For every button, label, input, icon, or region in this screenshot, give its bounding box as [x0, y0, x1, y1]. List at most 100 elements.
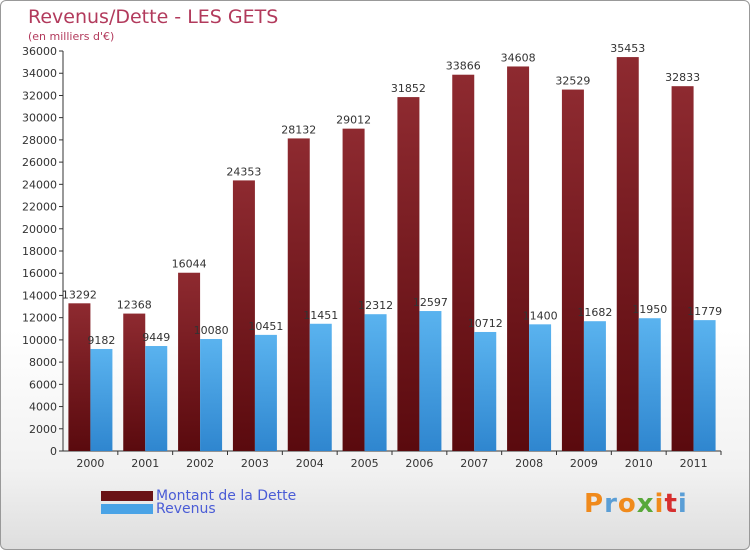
- data-label: 28132: [281, 123, 316, 136]
- logo-letter: i: [677, 489, 688, 519]
- data-label: 12368: [117, 299, 152, 312]
- data-label: 34608: [501, 51, 536, 64]
- y-tick-label: 22000: [22, 201, 57, 214]
- bar-dette: [452, 74, 475, 451]
- y-tick-label: 30000: [22, 112, 57, 125]
- x-tick-label: 2003: [241, 457, 269, 470]
- y-tick-label: 26000: [22, 156, 57, 169]
- y-tick-label: 12000: [22, 312, 57, 325]
- axes: 0 2000 4000 6000 8000 10000 12000 14000 16000 180…: [22, 45, 722, 470]
- x-tick-label: 2005: [351, 457, 379, 470]
- chart-title: Revenus/Dette - LES GETS: [28, 6, 279, 28]
- data-label: 11400: [523, 309, 558, 322]
- bar-dette: [616, 57, 639, 451]
- y-tick-label: 10000: [22, 334, 57, 347]
- bar-dette: [178, 272, 201, 451]
- bar-revenus: [638, 318, 661, 451]
- y-tick-label: 20000: [22, 223, 57, 236]
- data-label: 10080: [194, 324, 229, 337]
- bar-dette: [671, 86, 694, 451]
- x-tick-label: 2004: [296, 457, 324, 470]
- y-tick-label: 28000: [22, 134, 57, 147]
- logo-letter: i: [654, 489, 665, 519]
- proxiti-logo: Proxiti: [584, 489, 688, 519]
- y-tick-label: 18000: [22, 245, 57, 258]
- legend-swatch-debt: [101, 491, 153, 501]
- y-tick-label: 16000: [22, 267, 57, 280]
- bar-revenus: [583, 321, 606, 451]
- y-tick-label: 14000: [22, 289, 57, 302]
- x-tick-label: 2007: [460, 457, 488, 470]
- bar-revenus: [419, 311, 442, 451]
- data-label: 32529: [555, 75, 590, 88]
- data-label: 9449: [142, 331, 170, 344]
- chart-subtitle: (en milliers d'€): [28, 30, 115, 43]
- x-tick-label: 2000: [76, 457, 104, 470]
- data-label: 16044: [172, 258, 207, 271]
- bar-dette: [232, 180, 255, 451]
- y-tick-label: 0: [50, 445, 57, 458]
- x-tick-label: 2008: [515, 457, 543, 470]
- bar-revenus: [254, 334, 277, 451]
- data-labels: 13292 12368 16044 24353 28132 29012 31852 33866…: [62, 42, 722, 347]
- data-label: 35453: [610, 42, 645, 55]
- y-tick-label: 24000: [22, 178, 57, 191]
- legend-item-debt: Montant de la Dette: [101, 488, 296, 504]
- legend-label-debt: Montant de la Dette: [156, 488, 297, 504]
- bar-revenus: [200, 339, 223, 451]
- y-tick-label: 36000: [22, 45, 57, 58]
- x-tick-label: 2010: [625, 457, 653, 470]
- data-label: 11779: [687, 305, 722, 318]
- logo-letter: o: [617, 489, 637, 519]
- bar-revenus: [90, 348, 113, 451]
- data-label: 12597: [413, 296, 448, 309]
- legend-label-revenus: Revenus: [156, 501, 216, 517]
- data-label: 9182: [87, 334, 115, 347]
- bar-dette: [342, 128, 365, 451]
- bar-revenus: [364, 314, 387, 451]
- data-label: 12312: [358, 299, 393, 312]
- logo-letter: P: [584, 489, 605, 519]
- bars: [68, 57, 716, 452]
- x-tick-label: 2006: [405, 457, 433, 470]
- x-tick-label: 2011: [680, 457, 708, 470]
- bar-revenus: [529, 324, 552, 451]
- bar-dette: [507, 66, 530, 451]
- logo-letter: x: [636, 489, 655, 519]
- logo-letter: t: [664, 489, 678, 519]
- data-label: 24353: [226, 165, 261, 178]
- data-label: 32833: [665, 71, 700, 84]
- x-tick-label: 2001: [131, 457, 159, 470]
- data-label: 11682: [577, 306, 612, 319]
- bar-dette: [287, 138, 310, 451]
- y-tick-label: 34000: [22, 67, 57, 80]
- data-label: 31852: [391, 82, 426, 95]
- y-tick-label: 4000: [29, 401, 57, 414]
- data-label: 11950: [632, 303, 667, 316]
- x-tick-label: 2002: [186, 457, 214, 470]
- logo-letter: r: [604, 489, 618, 519]
- legend-item-revenus: Revenus: [101, 501, 216, 517]
- bar-dette: [397, 97, 420, 451]
- data-label: 13292: [62, 288, 97, 301]
- bar-dette: [123, 313, 146, 451]
- y-tick-label: 6000: [29, 378, 57, 391]
- data-label: 29012: [336, 114, 371, 127]
- bar-revenus: [693, 320, 716, 451]
- data-label: 10712: [468, 317, 503, 330]
- bar-revenus: [145, 346, 168, 451]
- bar-dette: [561, 89, 584, 452]
- data-label: 10451: [248, 320, 283, 333]
- bar-revenus: [309, 323, 332, 451]
- bar-revenus: [474, 331, 497, 451]
- y-tick-label: 2000: [29, 423, 57, 436]
- x-tick-label: 2009: [570, 457, 598, 470]
- data-label: 11451: [303, 309, 338, 322]
- bar-dette: [68, 303, 91, 451]
- y-tick-label: 32000: [22, 89, 57, 102]
- data-label: 33866: [446, 60, 481, 73]
- y-tick-label: 8000: [29, 356, 57, 369]
- legend-swatch-revenus: [101, 504, 153, 514]
